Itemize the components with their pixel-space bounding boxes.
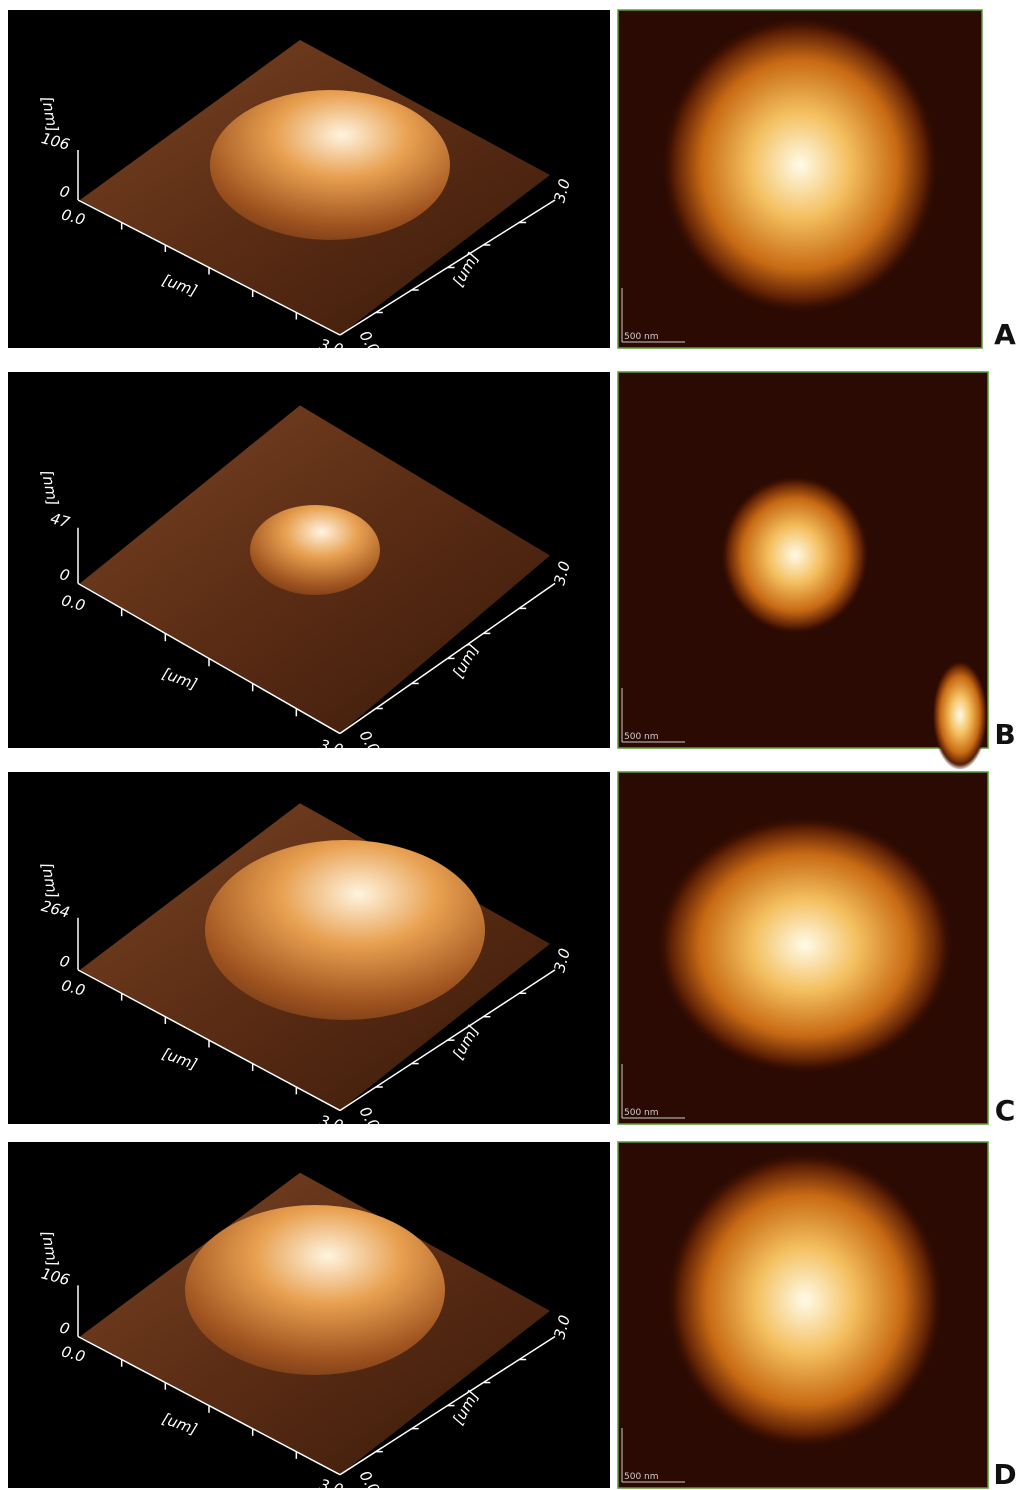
panel-label: A bbox=[994, 318, 1016, 351]
dome bbox=[210, 90, 450, 240]
scale-bar-label: 500 nm bbox=[624, 1108, 659, 1118]
scale-bar-label: 500 nm bbox=[624, 732, 659, 742]
dome bbox=[185, 1205, 445, 1375]
particle bbox=[655, 815, 955, 1075]
panel-label: D bbox=[993, 1458, 1016, 1490]
panel-label: B bbox=[994, 718, 1015, 751]
panel-label: C bbox=[995, 1094, 1016, 1127]
dome bbox=[250, 505, 380, 595]
particle bbox=[665, 1150, 945, 1450]
figure: [nm]10600.0[um]3.00.0[um]3.0500 nmA[nm]4… bbox=[0, 0, 1029, 1490]
particle bbox=[660, 15, 940, 315]
particle bbox=[720, 475, 870, 635]
particle bbox=[932, 660, 988, 770]
scale-bar-label: 500 nm bbox=[624, 1472, 659, 1482]
scale-bar-label: 500 nm bbox=[624, 332, 659, 342]
dome bbox=[205, 840, 485, 1020]
